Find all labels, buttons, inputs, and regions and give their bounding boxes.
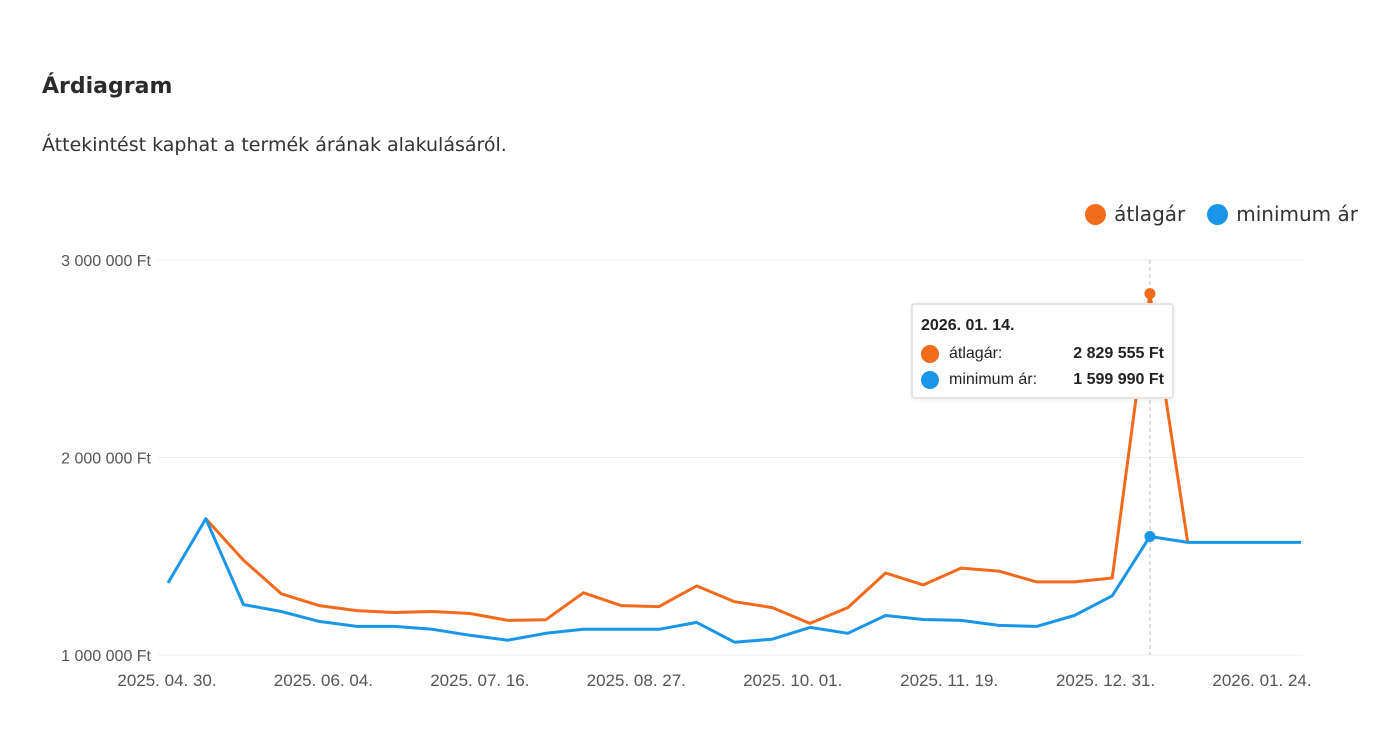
page-subtitle: Áttekintést kaphat a termék árának alaku…: [42, 134, 507, 156]
chart-tooltip: 2026. 01. 14. átlagár: 2 829 555 Ft mini…: [911, 303, 1174, 399]
legend-label-minimum: minimum ár: [1236, 202, 1358, 226]
y-tick-label: 2 000 000 Ft: [61, 451, 151, 468]
tooltip-dot-minimum-icon: [921, 371, 939, 389]
tooltip-row-minimum: minimum ár: 1 599 990 Ft: [921, 367, 1164, 393]
series-line-average: [204, 292, 1190, 625]
page-title: Árdiagram: [42, 74, 173, 99]
x-tick-label: 2025. 12. 31.: [1056, 671, 1155, 690]
tooltip-label-minimum: minimum ár:: [949, 371, 1038, 388]
legend-dot-average-icon: [1085, 203, 1107, 225]
legend-item-minimum[interactable]: minimum ár: [1207, 202, 1358, 226]
highlight-point-average: [1144, 288, 1156, 300]
x-tick-label: 2025. 04. 30.: [117, 671, 216, 690]
legend-item-average[interactable]: átlagár: [1085, 202, 1185, 226]
x-tick-label: 2026. 01. 24.: [1212, 671, 1311, 690]
x-tick-label: 2025. 07. 16.: [430, 671, 529, 690]
chart-legend: átlagár minimum ár: [1085, 202, 1358, 226]
highlight-point-minimum: [1144, 531, 1156, 543]
y-tick-label: 1 000 000 Ft: [61, 648, 151, 665]
series-line-minimum: [166, 517, 1301, 644]
legend-dot-minimum-icon: [1207, 203, 1229, 225]
tooltip-value-minimum: 1 599 990 Ft: [1073, 371, 1164, 388]
tooltip-value-average: 2 829 555 Ft: [1073, 345, 1164, 362]
x-tick-label: 2025. 08. 27.: [587, 671, 686, 690]
x-tick-label: 2025. 11. 19.: [900, 671, 998, 690]
tooltip-label-average: átlagár:: [949, 345, 1003, 362]
tooltip-row-average: átlagár: 2 829 555 Ft: [921, 341, 1164, 367]
tooltip-dot-average-icon: [921, 345, 939, 363]
x-tick-label: 2025. 06. 04.: [274, 671, 373, 690]
tooltip-date: 2026. 01. 14.: [921, 317, 1015, 334]
x-tick-label: 2025. 10. 01.: [743, 671, 842, 690]
y-tick-label: 3 000 000 Ft: [61, 253, 151, 270]
legend-label-average: átlagár: [1114, 202, 1186, 226]
